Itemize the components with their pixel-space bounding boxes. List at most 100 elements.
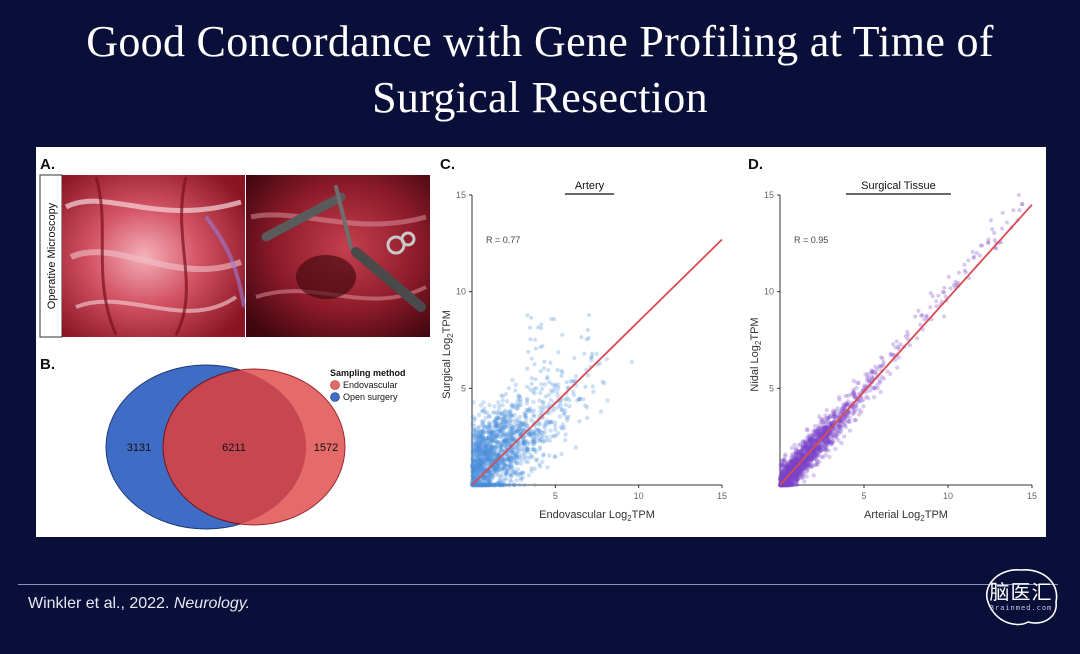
- scatter-point: [778, 477, 783, 482]
- scatter-point: [477, 463, 482, 468]
- scatter-point: [486, 482, 491, 488]
- scatter-point: [787, 465, 792, 471]
- scatter-point: [524, 407, 529, 413]
- scatter-point: [806, 457, 811, 462]
- scatter-point: [479, 433, 484, 439]
- scatter-point: [543, 394, 548, 399]
- scatter-point: [830, 439, 836, 444]
- scatter-point: [476, 482, 481, 488]
- scatter-point: [814, 435, 820, 440]
- panel-a-label: A.: [40, 156, 55, 173]
- scatter-point: [788, 458, 794, 464]
- microscopy-image-right: [246, 175, 430, 337]
- scatter-point: [475, 469, 481, 474]
- scatter-point: [844, 401, 850, 407]
- scatter-point: [519, 452, 524, 458]
- scatter-point: [801, 449, 806, 454]
- scatter-point: [786, 463, 792, 468]
- scatter-point: [802, 463, 807, 468]
- scatter-point: [483, 482, 488, 488]
- scatter-point: [857, 407, 862, 413]
- scatter-point: [521, 439, 526, 444]
- scatter-point: [820, 426, 826, 431]
- scatter-point: [836, 431, 842, 436]
- legend-open-surgery-swatch: [330, 392, 340, 402]
- scatter-point: [524, 401, 530, 406]
- scatter-point: [507, 412, 512, 417]
- scatter-point: [530, 447, 535, 452]
- scatter-point: [789, 482, 794, 488]
- scatter-point: [538, 345, 543, 350]
- scatter-point: [791, 459, 796, 464]
- scatter-point: [824, 440, 830, 445]
- scatter-point: [805, 458, 810, 463]
- scatter-point: [481, 446, 486, 451]
- scatter-point: [794, 460, 799, 465]
- scatter-point: [478, 437, 483, 442]
- scatter-point: [537, 398, 542, 403]
- scatter-point: [809, 454, 814, 459]
- scatter-point: [825, 424, 830, 429]
- scatter-point: [502, 437, 508, 442]
- scatter-point: [482, 442, 487, 447]
- scatter-point: [817, 459, 822, 464]
- scatter-point: [1020, 202, 1025, 206]
- scatter-point: [504, 470, 510, 475]
- scatter-point: [492, 482, 497, 488]
- scatter-point: [994, 246, 999, 251]
- scatter-point: [779, 477, 784, 482]
- scatter-point: [526, 349, 531, 354]
- scatter-point: [492, 482, 498, 488]
- scatter-point: [822, 444, 827, 449]
- scatter-point: [494, 463, 500, 468]
- scatter-point: [786, 469, 791, 475]
- scatter-point: [508, 420, 513, 426]
- scatter-point: [484, 478, 489, 483]
- scatter-point: [590, 351, 594, 356]
- scatter-point: [524, 447, 529, 453]
- scatter-point: [819, 443, 824, 448]
- scatter-point: [812, 447, 818, 452]
- scatter-point: [786, 479, 792, 484]
- scatter-point: [802, 446, 808, 451]
- scatter-point: [483, 444, 488, 449]
- scatter-point: [796, 443, 802, 448]
- scatter-point: [479, 441, 484, 447]
- scatter-point: [475, 482, 480, 488]
- scatter-point: [507, 433, 513, 439]
- scatter-point: [833, 408, 838, 414]
- scatter-point: [528, 455, 533, 460]
- scatter-point: [524, 410, 529, 415]
- scatter-point: [811, 463, 816, 468]
- scatter-point: [528, 432, 533, 437]
- scatter-point: [782, 457, 787, 463]
- scatter-point: [787, 466, 793, 471]
- scatter-point: [486, 450, 492, 455]
- scatter-point: [497, 424, 502, 429]
- scatter-point: [781, 474, 786, 479]
- scatter-point: [795, 452, 801, 457]
- scatter-point: [853, 404, 858, 409]
- scatter-point: [491, 465, 496, 470]
- scatter-point: [790, 460, 796, 465]
- scatter-point: [483, 482, 488, 488]
- scatter-point: [789, 460, 795, 466]
- scatter-point: [544, 437, 549, 443]
- scatter-point: [480, 423, 485, 428]
- scatter-point: [510, 450, 515, 456]
- scatter-point: [928, 291, 933, 296]
- scatter-point: [476, 482, 481, 488]
- scatter-point: [472, 448, 477, 453]
- scatter-point: [478, 465, 484, 470]
- scatter-point: [509, 456, 514, 461]
- scatter-point: [501, 427, 506, 432]
- scatter-point: [523, 419, 529, 424]
- scatter-point: [1017, 208, 1022, 213]
- scatter-point: [811, 454, 816, 459]
- scatter-point: [500, 403, 505, 408]
- scatter-point: [492, 456, 498, 461]
- scatter-point: [485, 475, 491, 480]
- scatter-point: [487, 450, 492, 455]
- scatter-point: [485, 472, 490, 477]
- scatter-point: [809, 436, 814, 442]
